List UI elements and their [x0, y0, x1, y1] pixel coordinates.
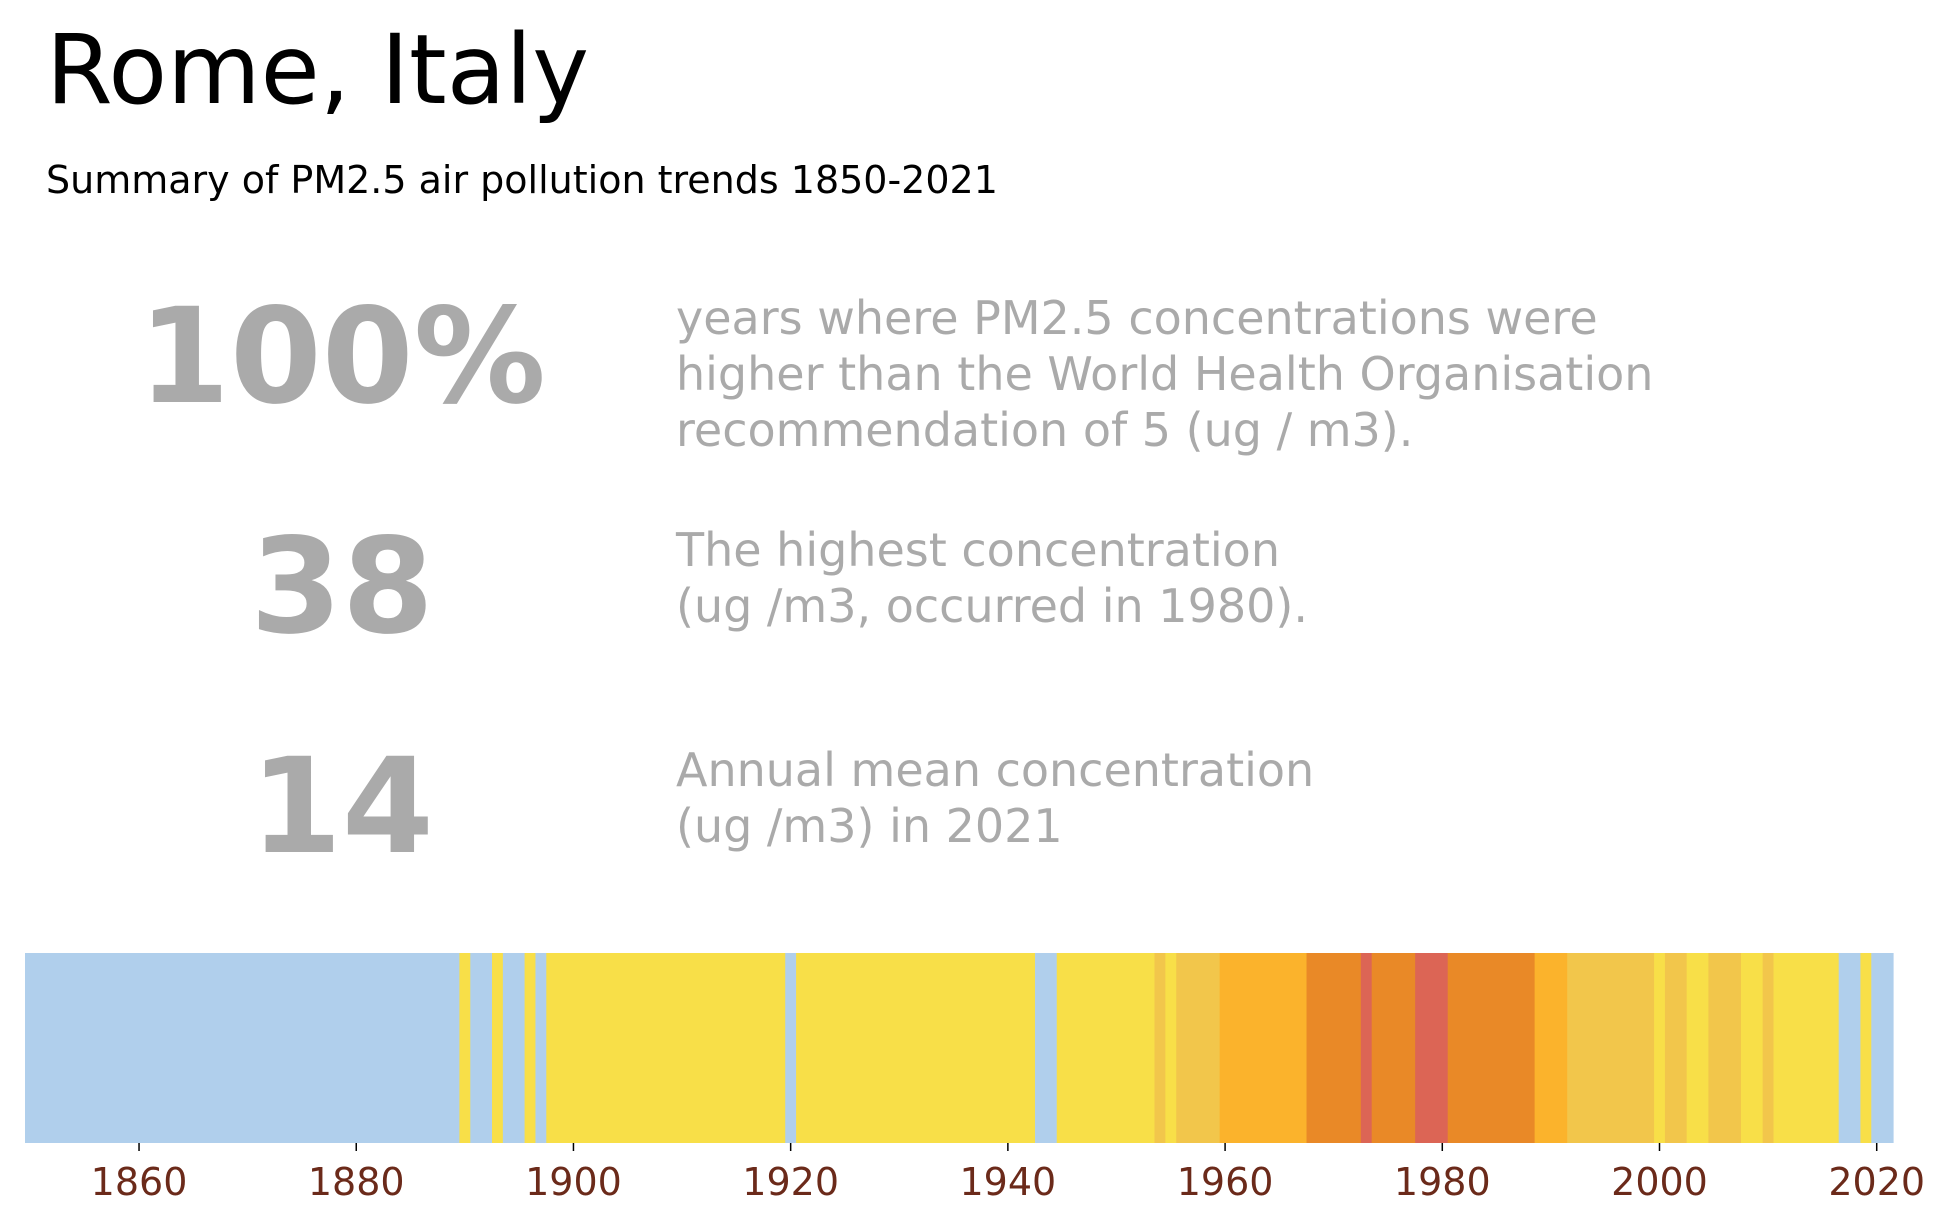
stripe-segment	[1654, 953, 1666, 1143]
stripe-segment	[1371, 953, 1416, 1143]
stripe-segment	[1534, 953, 1568, 1143]
page-subtitle: Summary of PM2.5 air pollution trends 18…	[46, 158, 998, 202]
stat-current-value: 14	[250, 730, 434, 884]
stripe-segment	[1154, 953, 1166, 1143]
stripe-segment	[1447, 953, 1536, 1143]
stripe-segment	[1838, 953, 1862, 1143]
x-tick-label: 1960	[1177, 1160, 1274, 1204]
stripe-segment	[1219, 953, 1308, 1143]
stripe-segment	[535, 953, 547, 1143]
stripe-segment	[785, 953, 797, 1143]
stripe-segment	[25, 953, 461, 1143]
stripe-segment	[1740, 953, 1764, 1143]
x-tick-label: 1900	[525, 1160, 622, 1204]
x-axis-ticks: 1860 1880 1900 1920 1940 1960 1980 2000 2020	[91, 1143, 1925, 1204]
stripe-segment	[1176, 953, 1221, 1143]
stripe-segment	[1708, 953, 1742, 1143]
stat-exceedance-text: years where PM2.5 concentrations were hi…	[676, 291, 1654, 457]
stripe-segment	[1773, 953, 1840, 1143]
stripe-segment	[492, 953, 504, 1143]
stripe-segment	[1360, 953, 1373, 1143]
stripe-segment	[1664, 953, 1688, 1143]
x-tick-label: 1980	[1394, 1160, 1491, 1204]
stripe-segment	[1306, 953, 1362, 1143]
stripes-group	[25, 953, 1894, 1143]
stripe-segment	[1567, 953, 1655, 1143]
stat-exceedance-value: 100%	[138, 280, 546, 434]
x-tick-label: 2020	[1828, 1160, 1925, 1204]
x-tick-label: 1940	[960, 1160, 1057, 1204]
x-tick-label: 1880	[308, 1160, 405, 1204]
stripe-segment	[1686, 953, 1709, 1143]
stripe-segment	[1165, 953, 1177, 1143]
stripe-segment	[470, 953, 493, 1143]
stripe-segment	[1415, 953, 1449, 1143]
stripe-segment	[1056, 953, 1156, 1143]
stripe-segment	[546, 953, 786, 1143]
x-tick-label: 2000	[1611, 1160, 1708, 1204]
stripe-segment	[796, 953, 1036, 1143]
stat-current-text: Annual mean concentration (ug /m3) in 20…	[676, 743, 1315, 853]
stat-highest-value: 38	[250, 510, 434, 664]
stripe-segment	[1871, 953, 1894, 1143]
stripe-segment	[1035, 953, 1058, 1143]
stripe-segment	[502, 953, 526, 1143]
x-tick-label: 1920	[742, 1160, 839, 1204]
stripe-segment	[524, 953, 537, 1143]
stat-highest-text: The highest concentration (ug /m3, occur…	[676, 523, 1308, 633]
stripe-segment	[459, 953, 471, 1143]
stripe-segment	[1762, 953, 1775, 1143]
x-tick-label: 1860	[91, 1160, 188, 1204]
stripe-segment	[1860, 953, 1872, 1143]
page-title: Rome, Italy	[46, 14, 589, 126]
